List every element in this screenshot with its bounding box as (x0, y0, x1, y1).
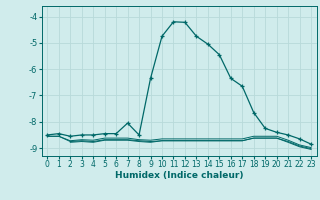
X-axis label: Humidex (Indice chaleur): Humidex (Indice chaleur) (115, 171, 244, 180)
